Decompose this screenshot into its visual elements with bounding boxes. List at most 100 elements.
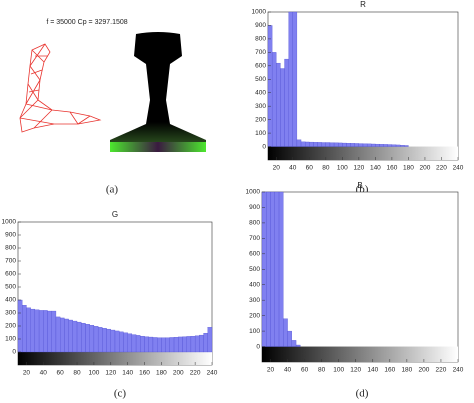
bar [391,144,397,147]
x-tick-label: 240 [453,165,464,172]
y-tick-label: 900 [5,232,16,239]
bar [346,143,351,147]
bar [190,335,196,353]
y-tick-label: 400 [249,281,260,288]
bar [30,308,36,353]
bar [280,68,285,147]
bar [354,143,360,147]
x-tick-label: 160 [384,367,395,374]
bar [288,11,293,147]
bar [135,335,141,353]
bar [102,328,107,353]
y-tick-label: 800 [249,220,260,227]
x-tick-label: 220 [436,367,447,374]
y-tick-label: 500 [249,266,260,273]
x-tick-label: 140 [367,367,378,374]
bar [404,145,409,147]
x-tick-label: 200 [418,367,429,374]
x-tick-label: 20 [273,165,281,172]
bar [127,333,133,353]
x-tick-label: 140 [370,165,381,172]
y-tick-label: 100 [255,130,266,137]
bar [182,336,187,353]
bar [119,331,124,353]
bar [292,11,298,147]
bar [325,142,331,147]
bar [283,318,288,347]
bar [97,327,103,353]
bar [64,318,69,353]
gray-ramp [268,146,458,160]
x-tick-label: 60 [301,367,309,374]
bar [375,143,380,147]
x-tick-label: 180 [403,165,414,172]
bar [342,142,347,147]
caption: (a) [106,184,119,196]
bar [321,142,326,147]
bar [161,337,166,353]
y-tick-label: 0 [12,349,16,356]
gray-ramp [18,352,212,365]
x-tick-label: 40 [289,165,297,172]
x-tick-label: 80 [318,367,326,374]
x-tick-label: 240 [453,367,464,374]
plot-area [261,191,459,363]
caption: (d) [356,388,369,400]
y-tick-label: 600 [5,271,16,278]
x-tick-label: 40 [40,370,48,377]
bar [362,143,368,147]
bar [26,307,31,353]
bar [93,326,99,353]
bar [157,337,162,353]
bar [165,337,170,353]
y-tick-label: 300 [249,297,260,304]
x-tick-label: 40 [284,367,292,374]
bar [22,305,27,353]
bar [43,310,48,353]
y-tick-label: 200 [255,116,266,123]
y-tick-label: 500 [255,76,266,83]
x-tick-label: 80 [322,165,330,172]
x-tick-label: 180 [156,370,167,377]
x-tick-label: 100 [88,370,99,377]
bar [267,25,273,147]
x-tick-label: 80 [73,370,81,377]
y-tick-label: 1000 [2,219,17,226]
x-tick-label: 200 [173,370,184,377]
bar [287,330,292,347]
mesh-rail [19,43,102,133]
bar [47,310,52,353]
bar [169,337,175,353]
bar [338,142,343,147]
x-tick-label: 60 [57,370,65,377]
bar [85,324,90,353]
bar [329,142,335,147]
bar [295,344,301,347]
y-tick-label: 200 [249,312,260,319]
x-tick-label: 160 [139,370,150,377]
bar [81,322,86,353]
x-tick-label: 20 [23,370,31,377]
x-tick-label: 160 [386,165,397,172]
bar [358,143,364,147]
y-tick-label: 700 [249,235,260,242]
y-tick-label: 500 [5,284,16,291]
bar [278,191,284,347]
y-tick-label: 300 [255,103,266,110]
bar [387,144,393,147]
caption: (c) [114,388,127,400]
bar [371,143,376,147]
bar [186,336,192,353]
x-tick-label: 120 [105,370,116,377]
bar [270,191,275,347]
y-tick-label: 0 [256,343,260,350]
bar [173,337,179,353]
bar [313,142,318,147]
bar [300,141,306,147]
bar [89,325,95,353]
bar [60,317,65,353]
bar [148,336,154,353]
y-tick-label: 200 [5,323,16,330]
bar [194,335,200,353]
